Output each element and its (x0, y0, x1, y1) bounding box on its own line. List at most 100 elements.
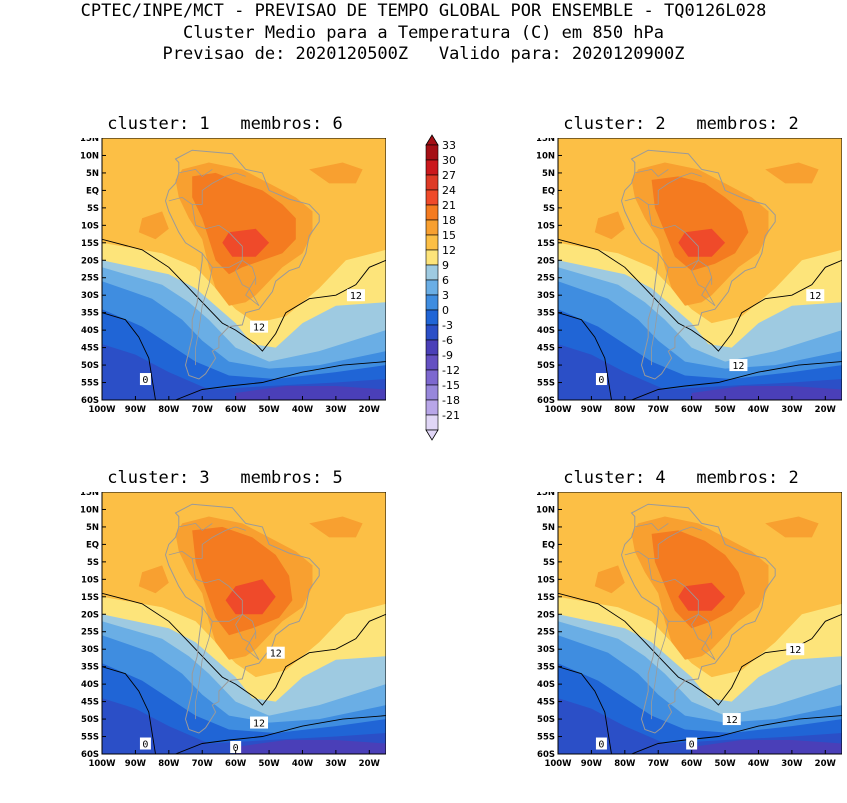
lat-tick-label: 20S (81, 610, 99, 620)
colorbar-label: 0 (442, 304, 449, 317)
lat-tick-label: 10N (80, 505, 99, 515)
panel-3-title: cluster: 3 membros: 5 (107, 468, 343, 488)
lon-tick-label: 100W (544, 405, 572, 415)
contour-label-box (230, 741, 242, 754)
lon-tick-label: 70W (648, 759, 670, 769)
lat-tick-label: 15S (81, 239, 99, 249)
lat-tick-label: 55S (81, 733, 99, 743)
panel-svg: 12 12 0 0 15N 10N 5N EQ 5S 10S 15S 20S 25S 30S 35S 40S 4… (536, 492, 842, 769)
contour-label: 12 (732, 361, 744, 372)
lat-tick-label: 45S (537, 698, 555, 708)
lon-tick-label: 70W (648, 405, 670, 415)
lat-tick-label: 10N (536, 151, 555, 161)
lon-tick-label: 90W (125, 405, 147, 415)
lat-tick-label: 55S (537, 379, 555, 389)
lat-tick-label: EQ (542, 540, 555, 550)
lat-tick-label: 50S (81, 361, 99, 371)
lon-tick-label: 100W (88, 759, 116, 769)
lon-tick-label: 90W (125, 759, 147, 769)
lat-tick-label: 25S (81, 628, 99, 638)
colorbar-label: -6 (442, 334, 453, 347)
contour-label-box (266, 646, 285, 659)
lat-tick-label: 25S (537, 274, 555, 284)
colorbar-label: -18 (442, 394, 460, 407)
colorbar-swatch (425, 414, 439, 431)
panel-svg: 12 12 0 0 15N 10N 5N EQ 5S 10S 15S 20S 25S 30S 35S 40S 4… (80, 492, 386, 769)
lat-tick-label: 40S (81, 680, 99, 690)
lon-tick-label: 40W (292, 759, 314, 769)
colorbar-swatch (425, 324, 439, 341)
contour-label-box (346, 289, 365, 302)
colorbar-swatch (425, 249, 439, 266)
country-borders (168, 522, 260, 720)
header-line-1: CPTEC/INPE/MCT - PREVISAO DE TEMPO GLOBA… (80, 1, 767, 21)
contour-label: 12 (809, 291, 821, 302)
lon-tick-label: 80W (158, 405, 180, 415)
lat-tick-label: 50S (537, 361, 555, 371)
header-line-2: Cluster Medio para a Temperatura (C) em … (182, 23, 665, 43)
map-frame (557, 138, 842, 401)
lon-tick-label: 100W (88, 405, 116, 415)
contour-label-box (139, 373, 151, 386)
lat-tick-label: 25S (81, 274, 99, 284)
lat-tick-label: 35S (81, 663, 99, 673)
lat-tick-label: 60S (537, 396, 555, 406)
lat-tick-label: 20S (81, 256, 99, 266)
lat-tick-label: 35S (537, 663, 555, 673)
lon-tick-label: 50W (714, 759, 736, 769)
coastline (164, 149, 320, 380)
lat-tick-label: 45S (81, 698, 99, 708)
lat-tick-label: 15N (80, 492, 99, 498)
temperature-field: 12 12 0 (558, 138, 842, 400)
lat-tick-label: 20S (537, 610, 555, 620)
lon-tick-label: 50W (258, 405, 280, 415)
colorbar-label: 9 (442, 259, 449, 272)
country-borders (168, 168, 260, 366)
colorbar-label: -12 (442, 364, 460, 377)
map-frame (101, 138, 386, 401)
contour-label: 12 (270, 649, 282, 660)
lat-tick-label: 5S (87, 204, 99, 214)
lon-tick-label: 70W (192, 405, 214, 415)
map-frame (557, 492, 842, 755)
map-panel-3: 12 12 0 0 15N 10N 5N EQ 5S 10S 15S 20S 25S 30S 35S 40S 4… (64, 492, 386, 772)
lon-tick-label: 50W (714, 405, 736, 415)
lat-tick-label: 30S (537, 291, 555, 301)
colorbar-swatch (425, 354, 439, 371)
colorbar-label: -21 (442, 409, 460, 422)
contour-label: 0 (598, 375, 604, 386)
lon-tick-label: 70W (192, 759, 214, 769)
contour-label-box (250, 716, 269, 729)
lat-tick-label: 30S (537, 645, 555, 655)
lat-tick-label: 35S (537, 309, 555, 319)
lon-tick-label: 80W (614, 759, 636, 769)
colorbar-label: 30 (442, 154, 456, 167)
isotherm-contours (102, 238, 386, 400)
lat-tick-label: 15N (536, 492, 555, 498)
contour-label-box (786, 643, 805, 656)
temperature-field: 12 12 0 0 (102, 492, 386, 754)
coastline (620, 503, 776, 734)
contour-label: 12 (253, 323, 265, 334)
lat-tick-label: 45S (81, 344, 99, 354)
colorbar-swatch (425, 369, 439, 386)
map-panel-2: 12 12 0 15N 10N 5N EQ 5S 10S 15S 20S 25S 30S 35S 40S 45… (520, 138, 842, 418)
lon-tick-label: 100W (544, 759, 572, 769)
lat-tick-label: 5N (542, 523, 555, 533)
contour-label-box (595, 737, 607, 750)
country-borders (624, 522, 716, 720)
contour-label: 0 (142, 375, 148, 386)
colorbar-swatch (425, 399, 439, 416)
lon-tick-label: 20W (359, 405, 381, 415)
colorbar-label: 18 (442, 214, 456, 227)
contour-label: 0 (233, 743, 239, 754)
colorbar-bottom-arrow (425, 429, 439, 441)
map-panel-1: 12 12 0 15N 10N 5N EQ 5S 10S 15S 20S 25S 30S 35S 40S 45… (64, 138, 386, 418)
colorbar-swatch (425, 144, 439, 161)
contour-label: 12 (253, 719, 265, 730)
lat-tick-label: 15N (536, 138, 555, 144)
coastline (164, 503, 320, 734)
colorbar-label: 3 (442, 289, 449, 302)
lat-tick-label: 15S (537, 593, 555, 603)
